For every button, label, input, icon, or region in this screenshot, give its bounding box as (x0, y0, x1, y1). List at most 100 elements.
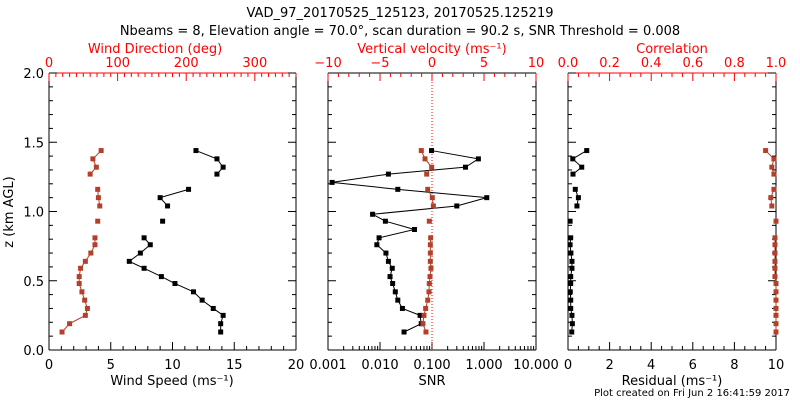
correlation-point (773, 321, 779, 327)
vertical-velocity-point (420, 321, 426, 327)
y-tick-label: 1.5 (23, 136, 44, 151)
wind-direction-point (76, 274, 82, 280)
wind-direction-axis-label: Wind Direction (deg) (88, 42, 222, 57)
correlation-point (773, 305, 779, 311)
top-x-tick-label: 200 (174, 56, 199, 71)
vertical-velocity-point (430, 203, 436, 209)
correlation-point (772, 250, 778, 256)
residual-point (569, 312, 575, 318)
top-x-tick-label: 0 (45, 56, 53, 71)
x-tick-label: 1.000 (465, 358, 502, 373)
wind-speed-point (141, 235, 147, 241)
vertical-velocity-point (424, 171, 430, 177)
wind-speed-axis-label: Wind Speed (ms⁻¹) (110, 374, 233, 389)
vertical-velocity-point (421, 312, 427, 318)
snr-point (390, 281, 396, 287)
snr-point (462, 164, 468, 170)
x-tick-label: 20 (288, 358, 305, 373)
correlation-point (773, 281, 779, 287)
y-tick-label: 0.0 (23, 344, 44, 359)
top-x-tick-label: 0.0 (558, 56, 579, 71)
snr-point (401, 329, 407, 335)
snr-point (376, 235, 382, 241)
residual-point (568, 274, 574, 280)
y-tick-label: 1.0 (23, 206, 44, 221)
vertical-velocity-point (428, 235, 434, 241)
snr-point (374, 242, 380, 248)
top-x-tick-label: 300 (242, 56, 267, 71)
x-tick-label: 8 (730, 358, 738, 373)
wind-speed-point (218, 321, 224, 327)
x-tick-label: 10.000 (513, 358, 559, 373)
correlation-point (772, 242, 778, 248)
correlation-point (772, 235, 778, 241)
wind-direction-point (76, 281, 82, 287)
residual-point (567, 218, 573, 224)
snr-point (429, 148, 435, 154)
top-x-tick-label: −10 (314, 56, 341, 71)
correlation-axis-label: Correlation (636, 42, 708, 57)
x-tick-label: 2 (605, 358, 613, 373)
snr-point (395, 186, 401, 192)
height-axis-label: z (km AGL) (2, 176, 17, 247)
top-x-tick-label: 100 (105, 56, 130, 71)
snr-point (370, 211, 376, 217)
x-tick-label: 4 (647, 358, 655, 373)
vertical-velocity-point (426, 218, 432, 224)
snr-axis-label: SNR (418, 374, 445, 389)
wind-speed-point (141, 265, 147, 271)
wind-direction-point (82, 297, 88, 303)
wind-speed-point (220, 164, 226, 170)
snr-point (329, 179, 335, 185)
correlation-point (772, 258, 778, 264)
correlation-point (773, 218, 779, 224)
wind-direction-point (88, 250, 94, 256)
snr-point (382, 218, 388, 224)
correlation-point (771, 171, 777, 177)
residual-point (579, 164, 585, 170)
x-tick-label: 0 (45, 358, 53, 373)
vertical-velocity-point (425, 186, 431, 192)
wind-direction-point (67, 321, 73, 327)
wind-speed-point (165, 203, 171, 209)
correlation-point (769, 164, 775, 170)
residual-point (567, 289, 573, 295)
wind-speed-line (159, 188, 189, 207)
snr-point (385, 258, 391, 264)
wind-speed-point (214, 171, 220, 177)
top-x-tick-label: 5 (480, 56, 488, 71)
top-x-tick-label: −5 (370, 56, 389, 71)
residual-point (575, 195, 581, 201)
correlation-point (773, 289, 779, 295)
wind-speed-point (218, 329, 224, 335)
vertical-velocity-axis-label: Vertical velocity (ms⁻¹) (357, 42, 506, 57)
wind-speed-point (210, 305, 216, 311)
vertical-velocity-point (423, 305, 429, 311)
residual-axis-label: Residual (ms⁻¹) (622, 374, 723, 389)
snr-point (395, 297, 401, 303)
wind-speed-point (158, 274, 164, 280)
vertical-velocity-point (427, 274, 433, 280)
wind-speed-point (137, 250, 143, 256)
figure-title: VAD_97_20170525_125123, 20170525.125219 (247, 6, 554, 21)
y-tick-label: 0.5 (23, 275, 44, 290)
residual-point (569, 265, 575, 271)
wind-direction-point (95, 218, 101, 224)
correlation-point (772, 265, 778, 271)
wind-direction-point (92, 242, 98, 248)
x-tick-label: 0.001 (309, 358, 346, 373)
residual-point (568, 250, 574, 256)
snr-point (411, 227, 417, 233)
wind-speed-point (147, 242, 153, 248)
wind-speed-point (193, 148, 199, 154)
vertical-velocity-point (427, 242, 433, 248)
residual-point (569, 258, 575, 264)
correlation-point (773, 297, 779, 303)
snr-point (383, 250, 389, 256)
wind-speed-point (126, 258, 132, 264)
vertical-velocity-point (418, 148, 424, 154)
correlation-point (772, 274, 778, 280)
x-tick-label: 5 (107, 358, 115, 373)
vertical-velocity-point (426, 289, 432, 295)
snr-line (332, 150, 487, 333)
